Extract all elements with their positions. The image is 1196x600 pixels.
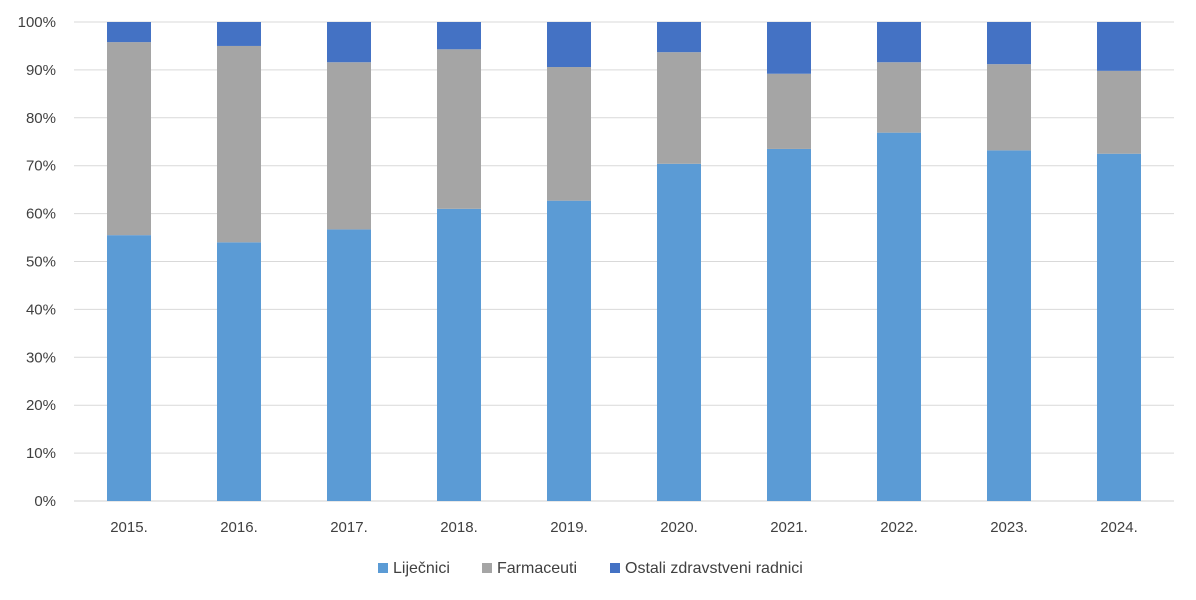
bar-segment (987, 64, 1031, 151)
bar-segment (437, 208, 481, 501)
x-tick-label: 2016. (220, 519, 258, 536)
bar-segment (877, 132, 921, 502)
legend-swatch (378, 563, 388, 573)
bar-segment (547, 200, 591, 502)
bar-segment (657, 22, 701, 53)
x-axis-tick-labels: 2015. 2016. 2017. 2018. 2019. 2020. 2021. 2022.… (110, 519, 1138, 536)
bar-segment (877, 62, 921, 133)
x-tick-label: 2018. (440, 519, 478, 536)
bar-segment (1097, 70, 1141, 154)
x-tick-label: 2015. (110, 519, 148, 536)
bar-segment (767, 73, 811, 149)
bar-segment (987, 22, 1031, 65)
bar-segment (107, 22, 151, 43)
x-tick-label: 2024. (1100, 519, 1138, 536)
legend-label: Liječnici (393, 560, 450, 577)
bar-segment (217, 22, 261, 46)
x-tick-label: 2019. (550, 519, 588, 536)
y-tick-label: 40% (26, 301, 56, 318)
legend-swatch (482, 563, 492, 573)
y-tick-label: 0% (34, 493, 56, 510)
bar-segment (107, 42, 151, 236)
legend-swatch (610, 563, 620, 573)
bar-segment (327, 22, 371, 63)
bar-segment (327, 229, 371, 502)
x-tick-label: 2021. (770, 519, 808, 536)
y-tick-label: 80% (26, 110, 56, 127)
y-tick-label: 70% (26, 158, 56, 175)
bar-segment (547, 67, 591, 201)
y-tick-label: 60% (26, 206, 56, 223)
bar-segment (437, 22, 481, 50)
y-tick-label: 10% (26, 445, 56, 462)
x-tick-label: 2022. (880, 519, 918, 536)
bar-segment (1097, 153, 1141, 501)
bar-segment (767, 22, 811, 74)
bar-segment (877, 22, 921, 63)
legend: Liječnici Farmaceuti Ostali zdravstveni ra… (378, 560, 803, 577)
y-tick-label: 50% (26, 254, 56, 271)
y-axis-tick-labels: 0% 10% 20% 30% 40% 50% 60% 70% 80% 90% 100% (18, 14, 56, 510)
x-tick-label: 2017. (330, 519, 368, 536)
y-tick-label: 30% (26, 349, 56, 366)
bar-segment (217, 242, 261, 501)
bar-segment (327, 62, 371, 230)
x-tick-label: 2020. (660, 519, 698, 536)
bars (107, 22, 1141, 502)
bar-segment (987, 150, 1031, 501)
bar-segment (107, 235, 151, 501)
bar-segment (1097, 22, 1141, 71)
legend-label: Ostali zdravstveni radnici (625, 560, 803, 577)
bar-segment (217, 45, 261, 243)
x-tick-label: 2023. (990, 519, 1028, 536)
y-tick-label: 100% (18, 14, 56, 31)
bar-segment (547, 22, 591, 68)
bar-segment (437, 49, 481, 209)
legend-label: Farmaceuti (497, 560, 577, 577)
bar-segment (657, 52, 701, 164)
bar-segment (767, 148, 811, 501)
y-tick-label: 90% (26, 62, 56, 79)
y-tick-label: 20% (26, 397, 56, 414)
bar-segment (657, 163, 701, 501)
